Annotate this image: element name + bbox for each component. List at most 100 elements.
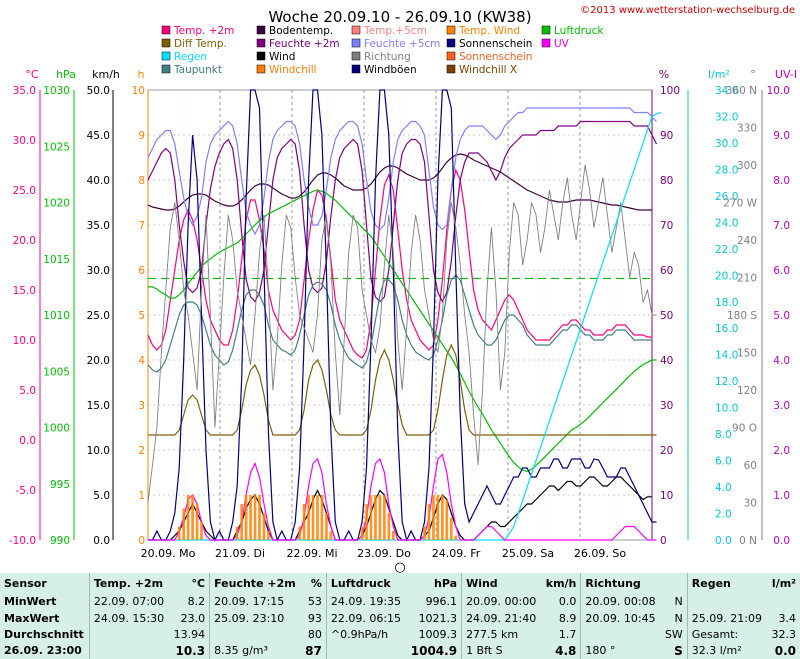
legend-label: UV bbox=[554, 38, 570, 50]
axis-tick-label: 210 bbox=[737, 273, 757, 285]
axis-unit-label: ° bbox=[750, 68, 756, 81]
legend-label: Feuchte +5cm bbox=[364, 38, 440, 50]
series-richtung bbox=[147, 164, 657, 503]
axis-tick-label: 30.0 bbox=[13, 135, 36, 147]
sunshine-bar bbox=[449, 517, 453, 540]
axis-unit-label: % bbox=[659, 68, 669, 81]
axis-tick-label: 16.0 bbox=[715, 323, 738, 335]
stats-cell: 25.09. 21:09 bbox=[686, 609, 767, 627]
sunshine-bar bbox=[195, 504, 199, 540]
sunshine-bar bbox=[235, 526, 239, 540]
axis-tick-label: 20 bbox=[660, 445, 673, 457]
sunshine-bar bbox=[267, 531, 270, 540]
stats-row-label: MaxWert bbox=[4, 611, 60, 625]
legend-swatch bbox=[351, 25, 361, 35]
stats-cell bbox=[209, 626, 301, 643]
axis-tick-label: 35.0 bbox=[87, 220, 110, 232]
axis-unit-label: hPa bbox=[56, 68, 76, 81]
axis-tick-label: 0 N bbox=[739, 535, 757, 547]
axis-tick-label: 50.0 bbox=[87, 85, 110, 97]
axis-tick-label: 0.0 bbox=[715, 535, 732, 547]
legend-label: Temp. +2m bbox=[173, 25, 234, 37]
axis-tick-label: 26.0 bbox=[715, 191, 738, 203]
sunshine-bar bbox=[302, 504, 306, 540]
axis-tick-label: 10.0 bbox=[715, 403, 738, 415]
x-tick-label: 21.09. Di bbox=[215, 547, 265, 560]
sunshine-bar bbox=[441, 495, 444, 540]
series-temp-2m bbox=[147, 168, 652, 359]
axis-tick-label: 30.0 bbox=[87, 265, 110, 277]
stats-row-max: MaxWert 24.09. 15:30 23.0 25.09. 23:10 9… bbox=[0, 609, 800, 627]
sunshine-bar bbox=[298, 526, 301, 540]
axis-tick-label: 28.0 bbox=[715, 164, 738, 176]
axis-tick-label: 0.0 bbox=[93, 535, 110, 547]
stats-cell: 53 bbox=[307, 595, 322, 609]
sunshine-bar bbox=[325, 513, 328, 540]
axis-tick-label: 35.0 bbox=[13, 85, 36, 97]
axis-tick-label: 1030 bbox=[43, 85, 70, 97]
stats-cell: 24.09. 21:40 bbox=[461, 609, 542, 627]
axis-tick-label: 1.0 bbox=[773, 490, 790, 502]
axis-tick-label: 14.0 bbox=[715, 350, 738, 362]
legend-label: Regen bbox=[174, 51, 207, 63]
sunshine-bar bbox=[311, 495, 315, 540]
sunshine-bar bbox=[427, 504, 431, 540]
axis-tick-label: 1000 bbox=[43, 423, 70, 435]
series-sonnenschein bbox=[177, 495, 458, 540]
sunshine-bar bbox=[177, 526, 181, 540]
stats-row-average: Durchschnitt 13.94 80 ^0.9hPa/h 1009.3 2… bbox=[0, 626, 800, 643]
cursor-marker: ○ bbox=[394, 560, 405, 573]
axis-tick-label: 5.0 bbox=[773, 310, 790, 322]
stats-cell: 4.8 bbox=[555, 643, 577, 658]
stats-cell: 32.3 bbox=[771, 627, 797, 641]
axis-tick-label: 240 bbox=[737, 235, 757, 247]
legend-label: Wind bbox=[269, 51, 295, 63]
axis-unit-label: °C bbox=[25, 68, 39, 81]
stats-cell: 93 bbox=[307, 611, 322, 625]
statistics-table: Sensor Temp. +2m °C Feuchte +2m % Luftdr… bbox=[0, 573, 800, 659]
axis-tick-label: 15.0 bbox=[87, 400, 110, 412]
legend-label: Taupunkt bbox=[173, 64, 222, 76]
sunshine-bar bbox=[244, 495, 248, 540]
axis-tick-label: 18.0 bbox=[715, 297, 738, 309]
legend-label: Feuchte +2m bbox=[269, 38, 340, 50]
axis-tick-label: 10 bbox=[660, 490, 673, 502]
axis-tick-label: 30 bbox=[660, 400, 673, 412]
x-tick-label: 24.09. Fr bbox=[432, 547, 481, 560]
axis-tick-label: 4 bbox=[138, 355, 145, 367]
axis-tick-label: 8 bbox=[138, 175, 145, 187]
stats-header-cell: hPa bbox=[434, 576, 458, 590]
axis-tick-label: 24.0 bbox=[715, 217, 738, 229]
series-feuchte-5cm bbox=[147, 107, 657, 236]
stats-cell: 3.4 bbox=[778, 611, 797, 625]
axis-tick-label: 30 bbox=[744, 498, 757, 510]
stats-row-min: MinWert 22.09. 07:00 8.2 20.09. 17:15 53… bbox=[0, 593, 800, 610]
axes: 20.09. Mo 21.09. Di 22.09. Mi 23.09. Do 24.0… bbox=[9, 68, 797, 560]
stats-header-cell: Sensor bbox=[4, 576, 47, 590]
axis-tick-label: 1025 bbox=[43, 141, 70, 153]
sunshine-bar bbox=[262, 513, 266, 540]
legend-swatch bbox=[256, 51, 266, 61]
sunshine-bar bbox=[391, 531, 395, 540]
axis-tick-label: 5 bbox=[138, 310, 145, 322]
plot-area: ○ bbox=[147, 89, 662, 573]
sunshine-bar bbox=[191, 495, 194, 540]
sunshine-bar bbox=[182, 508, 186, 540]
stats-row-label: MinWert bbox=[4, 595, 57, 609]
series-taupunkt bbox=[147, 274, 652, 373]
stats-header-cell: l/m² bbox=[771, 576, 796, 590]
legend-swatch bbox=[541, 25, 551, 35]
stats-cell: 8.9 bbox=[558, 611, 577, 625]
axis-tick-label: 10.0 bbox=[87, 445, 110, 457]
legend-swatch bbox=[446, 64, 456, 74]
axis-tick-label: 32.0 bbox=[715, 111, 738, 123]
legend-swatch bbox=[161, 38, 171, 48]
legend-label: Bodentemp. bbox=[269, 25, 333, 37]
copyright-link[interactable]: ©2013 www.wetterstation-wechselburg.de bbox=[580, 5, 795, 16]
sunshine-bar bbox=[378, 495, 382, 540]
axis-unit-label: km/h bbox=[92, 68, 120, 81]
stats-header-cell: Luftdruck bbox=[325, 573, 407, 594]
stats-cell: 1 Bft S bbox=[461, 642, 542, 659]
axis-tick-label: 2 bbox=[138, 445, 145, 457]
sunshine-bar bbox=[249, 495, 252, 540]
